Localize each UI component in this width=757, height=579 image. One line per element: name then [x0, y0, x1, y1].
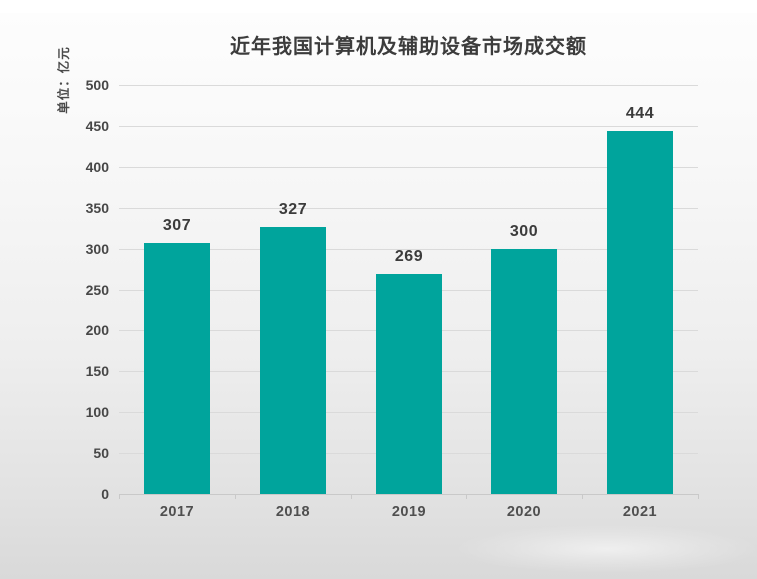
y-tick-label: 350	[85, 200, 109, 216]
y-tick-label: 200	[85, 322, 109, 338]
y-tick-label: 100	[85, 404, 109, 420]
x-tick-mark	[119, 494, 120, 499]
y-tick-label: 300	[85, 241, 109, 257]
y-tick-label: 400	[85, 159, 109, 175]
y-tick-label: 250	[85, 282, 109, 298]
y-tick-label: 0	[101, 486, 109, 502]
bar-2018	[260, 227, 326, 494]
x-category-label: 2019	[391, 504, 427, 520]
y-tick-label: 50	[93, 445, 109, 461]
x-tick-mark	[582, 494, 583, 499]
bar-value-label: 444	[625, 105, 655, 122]
bar-2017	[144, 243, 210, 494]
bar-value-label: 307	[162, 217, 192, 234]
x-category-label: 2018	[275, 504, 311, 520]
x-tick-mark	[698, 494, 699, 499]
bar-2021	[607, 131, 673, 494]
y-tick-label: 450	[85, 118, 109, 134]
y-tick-label: 500	[85, 77, 109, 93]
bar-2019	[376, 274, 442, 494]
x-tick-mark	[235, 494, 236, 499]
x-category-label: 2020	[506, 504, 542, 520]
x-category-label: 2017	[159, 504, 195, 520]
bar-value-label: 327	[278, 201, 308, 218]
x-category-label: 2021	[622, 504, 658, 520]
gridline	[119, 249, 698, 250]
chart-title: 近年我国计算机及辅助设备市场成交额	[230, 36, 587, 58]
gridline	[119, 167, 698, 168]
gridline	[119, 126, 698, 127]
gridline	[119, 85, 698, 86]
gridline	[119, 208, 698, 209]
x-tick-mark	[351, 494, 352, 499]
bar-value-label: 300	[509, 223, 539, 240]
bar-value-label: 269	[394, 248, 424, 265]
x-axis-line	[119, 494, 698, 495]
bar-2020	[491, 249, 557, 494]
x-tick-mark	[466, 494, 467, 499]
y-tick-label: 150	[85, 363, 109, 379]
